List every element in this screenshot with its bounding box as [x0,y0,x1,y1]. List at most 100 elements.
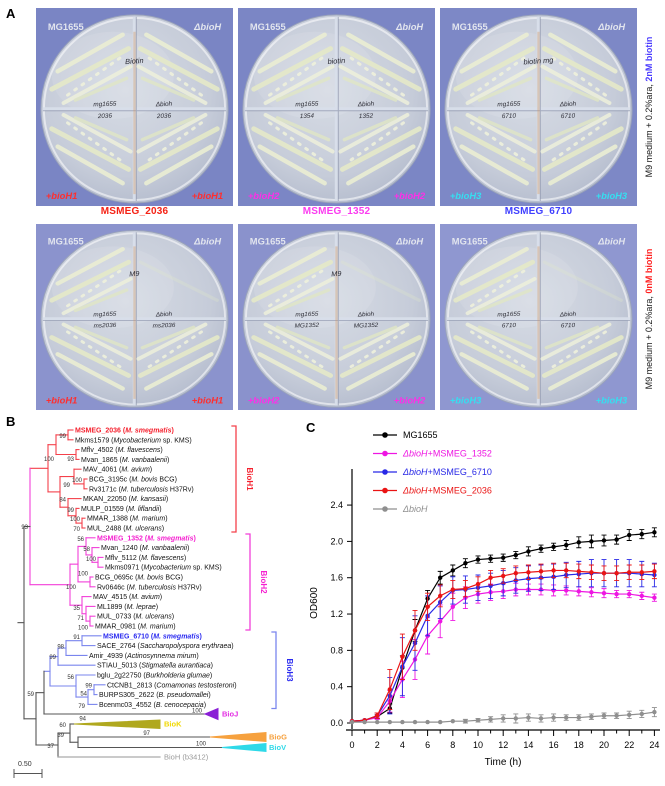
tree-leaf-MAV_4515: MAV_4515 (M. avium) [93,594,162,601]
handwritten-note: Δbioh [357,101,375,109]
legend-entry-3: ΔbioH+MSMEG_2036 [402,486,492,496]
tree-leaf-CtCNB1_2813: CtCNB1_2813 (Comamonas testosteroni) [107,682,237,689]
quadrant-label-plasmid-left: +bioH2 [248,396,279,406]
bootstrap-value: 35 [73,606,80,612]
handwritten-note: Δbioh [559,101,577,109]
legend-entry-2: ΔbioH+MSMEG_6710 [402,467,492,477]
quadrant-label-mg1655: MG1655 [48,22,84,32]
handwritten-note: 1352 [359,113,374,121]
handwritten-note: mg1655 [497,101,521,109]
tree-leaf-SACE_2764: SACE_2764 (Saccharopolyspora erythraea) [97,643,234,650]
bootstrap-value: 100 [78,626,89,632]
quadrant-label-mg1655: MG1655 [452,237,488,247]
quadrant-label-dbioh: ΔbioH [193,237,222,247]
bootstrap-value: 71 [77,616,84,622]
bootstrap-value: 99 [85,684,92,690]
clade-label-BioH3: BioH3 [285,658,294,682]
series-1 [349,582,657,724]
colony-streaks-bl [49,322,133,391]
y-tick-label: 1.2 [330,609,343,619]
bootstrap-value: 99 [67,508,74,514]
row-label-msmeg-1352: MSMEG_1352 [302,206,371,217]
colony-streaks-bl [251,322,335,391]
bootstrap-value: 100 [70,517,81,523]
tree-leaf-Rv3171c: Rv3171c (M. tuberculosis H37Rv) [89,486,194,493]
bootstrap-value: 100 [196,742,207,748]
x-tick-label: 6 [425,740,430,750]
x-tick-label: 10 [473,740,483,750]
panel-b-label: B [6,414,16,429]
petri-dish-photo: mg1655 Δbioh 6710 6710 MG1655 ΔbioH +bioH3 +bio… [440,224,637,410]
tree-leaf-MSMEG_1352: MSMEG_1352 (M. smegmatis) [97,535,196,542]
bootstrap-value: 93 [67,457,74,463]
petri-dish-photo: biotin mg1655 Δbioh 1354 1352 MG1655 ΔbioH +bio… [238,8,435,206]
colony-streaks-tr [136,32,220,106]
group-label-BioG: BioG [269,733,287,742]
handwritten-note: biotin [327,56,345,66]
handwritten-note: Δbioh [155,311,173,319]
x-tick-label: 18 [574,740,584,750]
quadrant-label-plasmid-left: +bioH1 [46,396,77,406]
tree-leaf-MSMEG_2036: MSMEG_2036 (M. smegmatis) [75,428,174,435]
handwritten-note: ms2036 [153,322,177,330]
bootstrap-value: 100 [44,457,55,463]
colony-streaks-tl [453,247,537,316]
tree-leaf-Rv0646c: Rv0646c (M. tuberculosis H37Rv) [97,584,202,591]
medium-caption-bottom-biotin: 0nM biotin [644,248,654,294]
quadrant-label-dbioh: ΔbioH [597,22,625,32]
quadrant-label-mg1655: MG1655 [48,237,84,247]
bootstrap-value: 54 [80,692,87,698]
colony-streaks-br [338,112,422,186]
handwritten-note: 6710 [502,113,517,121]
tree-leaf-Amir_4939: Amir_4939 (Actinosynnema mirum) [89,653,199,660]
tree-leaf-MUL_2488: MUL_2488 (M. ulcerans) [87,526,164,533]
tree-leaf-Mflv_4502: Mflv_4502 (M. flavescens) [81,447,163,454]
series-2 [349,559,657,724]
group-label-BioV: BioV [269,743,286,752]
colony-streaks-tr [542,260,623,302]
bootstrap-value: 94 [79,717,86,723]
tree-leaf-Mflv_5112: Mflv_5112 (M. flavescens) [105,555,186,562]
group-label-BioH (b3412): BioH (b3412) [164,753,209,762]
medium-caption-top-biotin: 2nM biotin [644,36,654,82]
y-tick-label: 0.4 [330,682,343,692]
petri-dish-photo: M9 mg1655 Δbioh MG1352 MG1352 MG1655 ΔbioH +bio… [238,224,435,410]
bootstrap-value: 84 [59,498,66,504]
handwritten-note: mg1655 [93,101,117,109]
x-tick-label: 0 [349,740,354,750]
colony-streaks-br [540,112,624,186]
bootstrap-value: 99 [49,655,56,661]
tree-leaf-Mkms0971: Mkms0971 (Mycobacterium sp. KMS) [105,565,222,572]
handwritten-note: mg1655 [295,311,319,319]
bootstrap-value: 59 [27,692,34,698]
tree-leaf-STIAU_5013: STIAU_5013 (Stigmatella aurantiaca) [97,663,213,670]
x-tick-label: 14 [523,740,533,750]
panel-c-label: C [306,420,316,435]
handwritten-note: mg1655 [497,311,521,319]
colony-streaks-br [136,322,220,391]
handwritten-note: M9 [331,270,342,278]
growth-curve-svg: 0.00.40.81.21.62.02.40 2 4 6 8 10 12 14 16 18 20 22… [309,430,660,768]
bootstrap-value: 100 [66,585,77,591]
collapsed-clade-triangle-BioK [73,719,161,730]
handwritten-note: 2036 [156,113,172,121]
x-tick-label: 20 [599,740,609,750]
phylogenetic-tree-svg: MSMEG_2036 (M. smegmatis) Mkms1579 (Mycob… [13,425,294,778]
colony-streaks-bl [251,112,335,186]
medium-caption-top: M9 medium + 0.2%ara, 2nM biotin [644,22,658,192]
bootstrap-value: 56 [67,675,74,681]
quadrant-label-dbioh: ΔbioH [193,22,221,32]
handwritten-note: mg1655 [295,101,319,109]
colony-streaks-tl [49,32,133,106]
bootstrap-value: 60 [59,723,66,729]
handwritten-note: Δbioh [155,101,173,109]
colony-streaks-bl [453,322,537,391]
medium-caption-bottom-prefix: M9 medium + 0.2%ara, [644,293,654,390]
group-label-BioK: BioK [164,720,182,729]
legend-entry-0: MG1655 [403,430,438,440]
quadrant-label-plasmid-right: +bioH2 [394,191,426,201]
x-tick-label: 8 [450,740,455,750]
colony-streaks-tl [251,247,335,316]
bootstrap-value: 39 [57,733,64,739]
row-label-msmeg-2036: MSMEG_2036 [100,206,169,217]
